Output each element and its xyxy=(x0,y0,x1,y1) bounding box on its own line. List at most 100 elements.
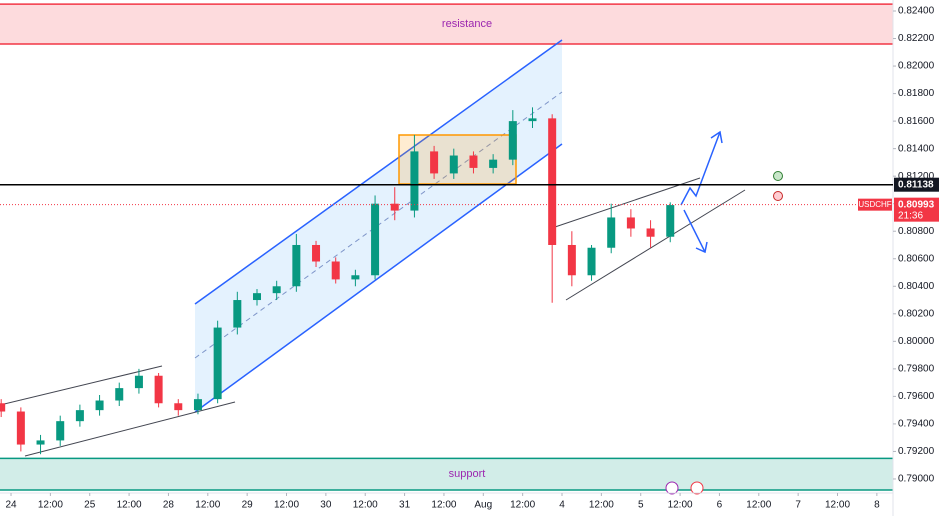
y-tick-label: 0.81200 xyxy=(898,171,935,182)
x-tick-label: 12:00 xyxy=(431,500,456,511)
x-tick-label: 12:00 xyxy=(589,500,614,511)
candle-body xyxy=(272,286,281,294)
y-tick-label: 0.80600 xyxy=(898,253,935,264)
candle-body xyxy=(508,121,517,160)
x-tick-label: 8 xyxy=(874,500,880,511)
candle-body xyxy=(95,400,104,411)
candle-body xyxy=(489,159,498,168)
trend-line xyxy=(0,365,163,406)
x-tick-label: 12:00 xyxy=(38,500,63,511)
arrow-down xyxy=(683,209,706,253)
y-tick-label: 0.80000 xyxy=(898,336,935,347)
y-tick-label: 0.81800 xyxy=(898,88,935,99)
candle-body xyxy=(174,403,183,411)
y-tick-label: 0.80200 xyxy=(898,308,935,319)
candle-body xyxy=(469,155,478,168)
y-tick-label: 0.81400 xyxy=(898,143,935,154)
candle-body xyxy=(56,421,65,441)
y-tick-label: 0.79400 xyxy=(898,419,935,430)
candle-body xyxy=(666,205,675,237)
candle-body xyxy=(292,244,301,287)
x-tick-label: Aug xyxy=(474,500,492,511)
candle-body xyxy=(0,403,6,412)
candle-body xyxy=(371,203,380,276)
arrow-up xyxy=(680,131,721,206)
x-tick-label: 5 xyxy=(638,500,644,511)
candle-body xyxy=(233,300,242,328)
candle-body xyxy=(252,293,261,301)
x-tick-label: 12:00 xyxy=(510,500,535,511)
x-tick-label: 28 xyxy=(163,500,175,511)
candle-body xyxy=(528,118,537,122)
last-price-tag xyxy=(894,197,939,222)
candle-body xyxy=(213,327,222,400)
countdown: 21:36 xyxy=(898,210,923,221)
candle-body xyxy=(430,151,439,174)
candle-body xyxy=(646,228,655,237)
x-tick-label: 12:00 xyxy=(825,500,850,511)
arrowhead xyxy=(695,241,708,254)
x-tick-label: 12:00 xyxy=(746,500,771,511)
y-tick-label: 0.79600 xyxy=(898,391,935,402)
candle-body xyxy=(312,244,321,262)
candle-body xyxy=(134,375,143,389)
y-tick-label: 0.81600 xyxy=(898,116,935,127)
candle-body xyxy=(193,399,202,411)
candle-body xyxy=(16,411,25,445)
x-tick-label: 12:00 xyxy=(353,500,378,511)
event-icon xyxy=(690,481,704,495)
x-tick-label: 25 xyxy=(84,500,96,511)
level-label: 0.81138 xyxy=(898,179,934,190)
candle-body xyxy=(331,261,340,280)
candle-body xyxy=(154,375,163,404)
candle-body xyxy=(351,275,360,280)
y-tick-label: 0.82000 xyxy=(898,61,935,72)
drawings xyxy=(0,39,783,495)
symbol-tag xyxy=(858,198,892,211)
zone-label: resistance xyxy=(442,18,492,30)
y-tick-label: 0.79200 xyxy=(898,446,935,457)
y-tick-label: 0.79800 xyxy=(898,363,935,374)
y-tick-label: 0.80800 xyxy=(898,226,935,237)
candle-body xyxy=(115,388,124,401)
trend-line xyxy=(24,401,236,457)
channel-upper xyxy=(194,39,563,305)
level-tag xyxy=(894,177,939,192)
last-price-label: 0.80993 xyxy=(898,199,935,210)
x-tick-label: 7 xyxy=(795,500,801,511)
channel-lower xyxy=(194,143,563,413)
x-tick-label: 24 xyxy=(5,500,17,511)
x-tick-label: 31 xyxy=(399,500,411,511)
x-tick-label: 4 xyxy=(559,500,565,511)
candle-body xyxy=(548,118,557,245)
candle-body xyxy=(587,247,596,276)
candle-body xyxy=(75,410,84,422)
signal-dot xyxy=(773,191,783,201)
y-tick-label: 0.82400 xyxy=(898,6,935,17)
zone xyxy=(0,4,893,45)
candle-body xyxy=(390,203,399,211)
wedge-upper xyxy=(551,177,701,229)
x-tick-label: 12:00 xyxy=(195,500,220,511)
x-tick-label: 6 xyxy=(717,500,723,511)
candle-body xyxy=(607,217,616,248)
candle-body xyxy=(626,217,635,229)
signal-dot xyxy=(773,171,783,181)
x-tick-label: 30 xyxy=(320,500,332,511)
candle-body xyxy=(36,440,45,445)
y-tick-label: 0.79000 xyxy=(898,474,935,485)
symbol-label: USDCHF xyxy=(858,200,891,209)
candle-body xyxy=(410,151,419,211)
candle-body xyxy=(449,155,458,174)
zone-label: support xyxy=(449,468,486,480)
candle-body xyxy=(567,244,576,276)
x-tick-label: 12:00 xyxy=(668,500,693,511)
zones: resistance support xyxy=(0,3,893,491)
x-tick-label: 29 xyxy=(242,500,254,511)
wedge-lower xyxy=(565,189,746,301)
x-tick-label: 12:00 xyxy=(274,500,299,511)
arrowhead xyxy=(710,130,723,144)
y-tick-label: 0.82200 xyxy=(898,33,935,44)
zone xyxy=(0,458,893,490)
